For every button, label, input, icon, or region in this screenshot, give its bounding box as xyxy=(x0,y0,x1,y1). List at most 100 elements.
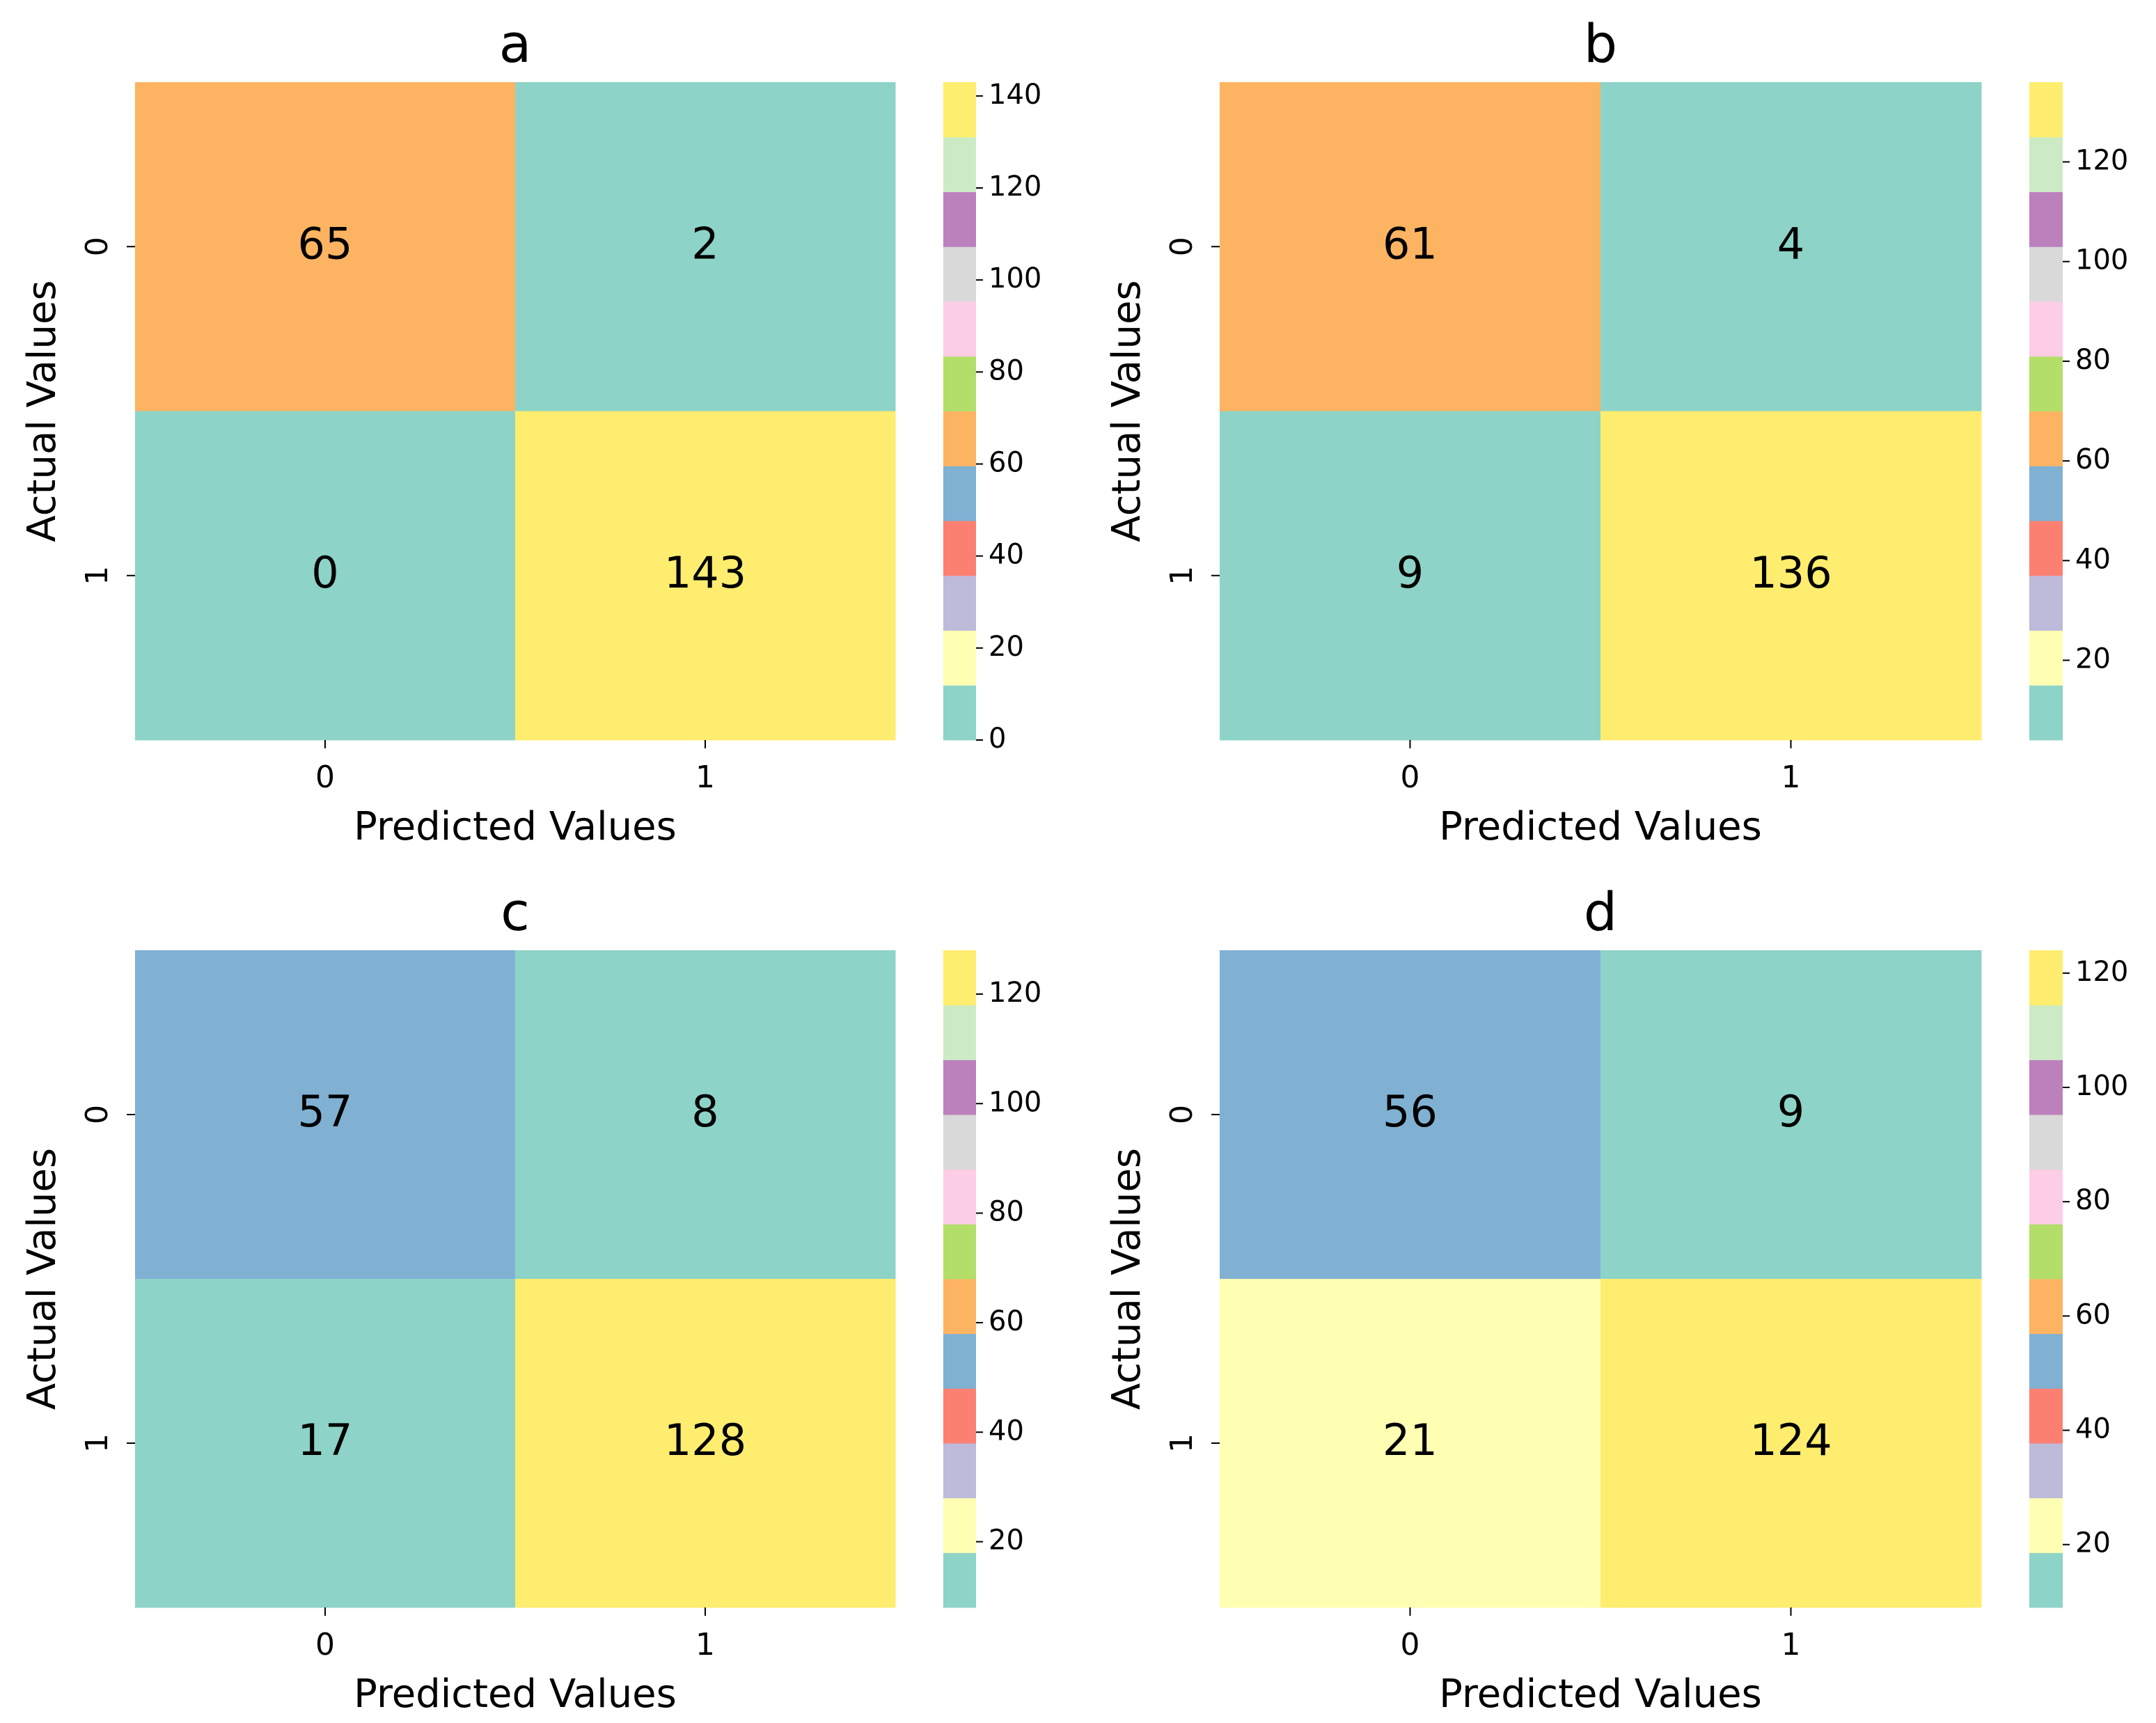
cell-label: 2 xyxy=(691,218,718,269)
cell-label: 124 xyxy=(1749,1415,1832,1465)
y-axis-label: Actual Values xyxy=(1104,280,1149,542)
heatmap-cell xyxy=(1220,411,1601,741)
panel-title: d xyxy=(1584,881,1617,943)
colorbar-segment xyxy=(943,82,976,138)
cell-label: 143 xyxy=(664,547,746,598)
colorbar-segment xyxy=(943,1333,976,1389)
x-tick-label: 1 xyxy=(1781,760,1801,795)
y-tick-label: 0 xyxy=(1164,1105,1199,1124)
colorbar-tick-label: 60 xyxy=(2075,1298,2111,1330)
cell-label: 0 xyxy=(311,547,338,598)
cell-label: 9 xyxy=(1396,547,1424,598)
x-tick-label: 1 xyxy=(695,760,715,795)
colorbar-segment xyxy=(2029,1552,2063,1608)
y-tick-label: 0 xyxy=(1164,237,1199,256)
colorbar-segment xyxy=(943,1279,976,1335)
colorbar-segment xyxy=(943,1060,976,1115)
panel-title: a xyxy=(499,13,532,74)
colorbar-segment xyxy=(943,1005,976,1060)
colorbar-segment xyxy=(2029,1115,2063,1170)
colorbar-segment xyxy=(943,630,976,686)
colorbar-tick-label: 40 xyxy=(989,539,1024,571)
y-tick-label: 1 xyxy=(79,1433,115,1453)
colorbar-segment xyxy=(2029,1005,2063,1060)
heatmap-cell xyxy=(1220,950,1601,1280)
heatmap-cell xyxy=(135,411,516,741)
colorbar-segment xyxy=(2029,82,2063,138)
cell-label: 56 xyxy=(1383,1086,1438,1137)
heatmap-cell xyxy=(1600,82,1982,411)
heatmap-cell xyxy=(135,82,516,411)
y-tick-label: 0 xyxy=(79,237,115,256)
colorbar-tick-label: 80 xyxy=(989,1196,1024,1228)
colorbar-segment xyxy=(2029,950,2063,1006)
colorbar-tick-label: 20 xyxy=(989,1525,1024,1557)
colorbar-tick-label: 100 xyxy=(2075,244,2128,276)
colorbar-tick-label: 80 xyxy=(2075,1184,2111,1216)
colorbar-tick-label: 120 xyxy=(2075,956,2128,988)
colorbar-segment xyxy=(943,191,976,247)
colorbar-tick-label: 40 xyxy=(2075,1413,2111,1445)
colorbar-segment xyxy=(943,1388,976,1444)
colorbar-segment xyxy=(943,521,976,576)
heatmap-cell xyxy=(135,950,516,1280)
cell-label: 4 xyxy=(1777,218,1804,269)
colorbar-segment xyxy=(943,411,976,466)
colorbar-tick-label: 80 xyxy=(2075,344,2111,376)
y-axis-label: Actual Values xyxy=(1104,1148,1149,1410)
x-tick-label: 0 xyxy=(315,1627,335,1662)
y-axis-label: Actual Values xyxy=(19,280,65,542)
colorbar-segment xyxy=(943,301,976,357)
x-tick-label: 1 xyxy=(695,1627,715,1662)
heatmap-cell xyxy=(1600,1279,1982,1608)
colorbar-segment xyxy=(2029,630,2063,686)
colorbar-tick-label: 20 xyxy=(2075,1527,2111,1559)
cell-label: 65 xyxy=(298,218,353,269)
cell-label: 136 xyxy=(1749,547,1832,598)
colorbar-tick-label: 100 xyxy=(989,1086,1041,1118)
cell-label: 128 xyxy=(664,1415,746,1465)
x-axis-label: Predicted Values xyxy=(1439,1671,1762,1717)
colorbar-segment xyxy=(2029,521,2063,576)
heatmap-cell xyxy=(1220,1279,1601,1608)
colorbar-segment xyxy=(2029,1388,2063,1444)
colorbar-segment xyxy=(943,685,976,741)
cell-label: 21 xyxy=(1383,1415,1438,1465)
heatmap-cell xyxy=(1220,82,1601,411)
colorbar-tick-label: 20 xyxy=(989,631,1024,663)
heatmap-cell xyxy=(515,1279,896,1608)
colorbar-tick-label: 60 xyxy=(989,1305,1024,1337)
x-axis-label: Predicted Values xyxy=(1439,804,1762,849)
cell-label: 57 xyxy=(298,1086,353,1137)
heatmap-cell xyxy=(515,411,896,741)
colorbar-tick-label: 40 xyxy=(2075,543,2111,575)
cell-label: 61 xyxy=(1383,218,1438,269)
colorbar-segment xyxy=(943,356,976,411)
colorbar-segment xyxy=(943,1443,976,1499)
colorbar-segment xyxy=(2029,136,2063,192)
colorbar-segment xyxy=(2029,1224,2063,1280)
panel-title: b xyxy=(1584,13,1617,74)
y-tick-label: 1 xyxy=(79,566,115,585)
y-tick-label: 1 xyxy=(1164,566,1199,585)
x-axis-label: Predicted Values xyxy=(354,1671,677,1717)
x-tick-label: 0 xyxy=(315,760,335,795)
heatmap-cell xyxy=(515,950,896,1280)
colorbar-segment xyxy=(2029,301,2063,357)
y-tick-label: 0 xyxy=(79,1105,115,1124)
colorbar-segment xyxy=(2029,575,2063,631)
cell-label: 17 xyxy=(298,1415,353,1465)
x-axis-label: Predicted Values xyxy=(354,804,677,849)
cell-label: 9 xyxy=(1777,1086,1804,1137)
colorbar-tick-label: 80 xyxy=(989,354,1024,386)
x-tick-label: 0 xyxy=(1401,760,1420,795)
colorbar-segment xyxy=(943,1224,976,1280)
colorbar-tick-label: 120 xyxy=(989,977,1041,1009)
colorbar-segment xyxy=(2029,1333,2063,1389)
colorbar-segment xyxy=(2029,1279,2063,1335)
colorbar-tick-label: 140 xyxy=(989,79,1041,111)
colorbar-segment xyxy=(2029,411,2063,466)
colorbar-segment xyxy=(943,575,976,631)
y-tick-label: 1 xyxy=(1164,1433,1199,1453)
